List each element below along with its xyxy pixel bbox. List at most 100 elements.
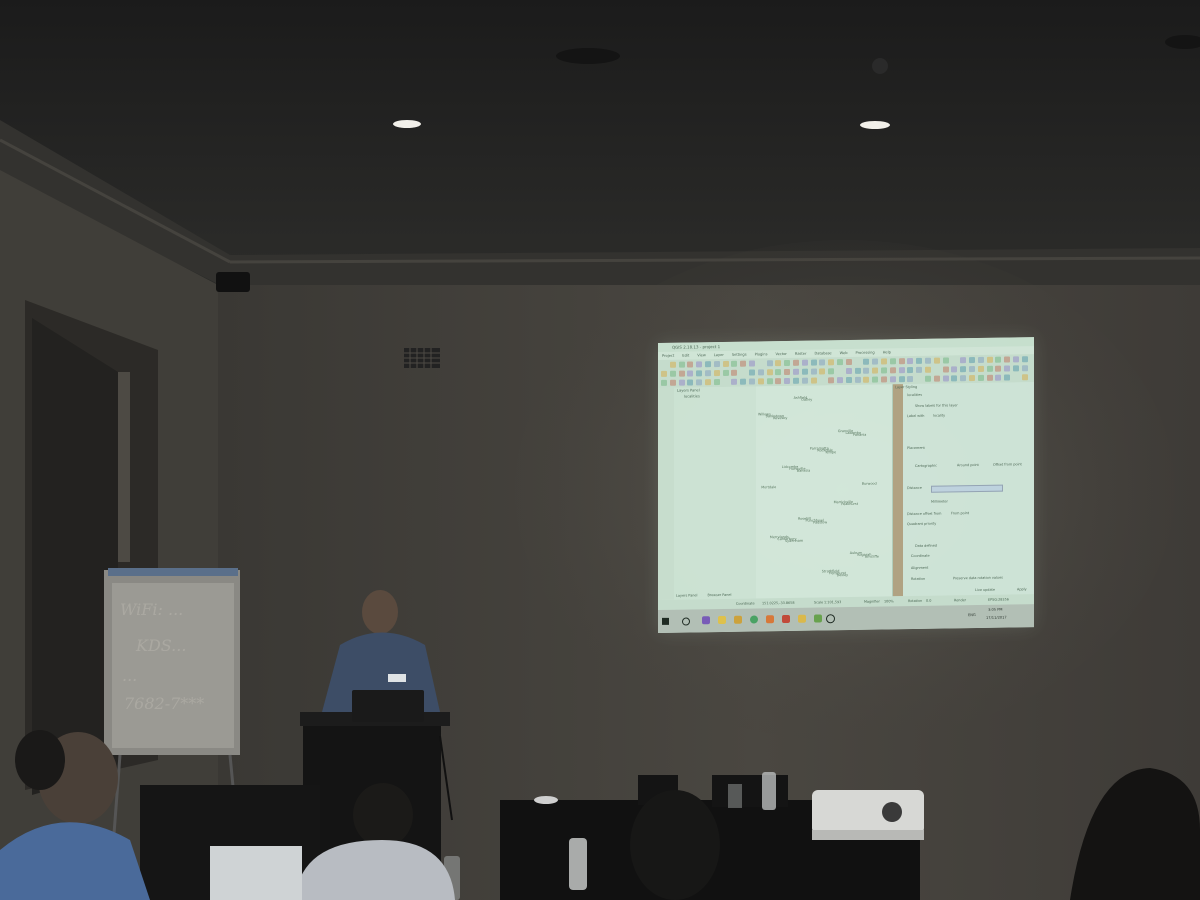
toolbar-tool-icon[interactable] — [678, 370, 685, 377]
tab-browser-panel[interactable]: Browser Panel — [707, 592, 732, 598]
toolbar-tool-icon[interactable] — [916, 366, 923, 373]
toolbar-tool-icon[interactable] — [819, 368, 826, 375]
toolbar-tool-icon[interactable] — [986, 356, 993, 363]
toolbar-tool-icon[interactable] — [766, 369, 773, 376]
toolbar-tool-icon[interactable] — [775, 369, 782, 376]
toolbar-tool-icon[interactable] — [995, 356, 1002, 363]
toolbar-tool-icon[interactable] — [696, 370, 703, 377]
toolbar-tool-icon[interactable] — [793, 377, 799, 384]
toolbar-tool-icon[interactable] — [678, 379, 685, 386]
distance-field[interactable] — [931, 484, 1003, 493]
toolbar-tool-icon[interactable] — [942, 366, 949, 373]
toolbar-tool-icon[interactable] — [942, 357, 949, 364]
taskbar-app-icon[interactable] — [782, 614, 790, 624]
toolbar-tool-icon[interactable] — [669, 361, 676, 368]
menu-item[interactable]: Web — [839, 351, 848, 356]
search-icon[interactable] — [682, 617, 690, 626]
toolbar-tool-icon[interactable] — [801, 359, 808, 366]
toolbar-tool-icon[interactable] — [889, 376, 896, 383]
toolbar-tool-icon[interactable] — [881, 367, 887, 374]
toolbar-tool-icon[interactable] — [793, 368, 799, 375]
distance-from-select[interactable]: From point — [951, 511, 970, 516]
toolbar-tool-icon[interactable] — [810, 368, 817, 375]
clock-time[interactable]: 3:05 PM — [988, 607, 1003, 612]
toolbar-tool-icon[interactable] — [845, 376, 852, 384]
toolbar-tool-icon[interactable] — [995, 374, 1002, 381]
taskbar-app-icon[interactable] — [734, 615, 742, 624]
toolbar-tool-icon[interactable] — [960, 357, 967, 364]
toolbar-tool-icon[interactable] — [881, 358, 887, 365]
toolbar-tool-icon[interactable] — [969, 375, 975, 382]
toolbar-tool-icon[interactable] — [995, 365, 1002, 372]
toolbar-tool-icon[interactable] — [837, 359, 843, 366]
toolbar-tool-icon[interactable] — [705, 361, 711, 368]
label-field-select[interactable]: locality — [933, 413, 946, 418]
toolbar-tool-icon[interactable] — [661, 370, 667, 377]
toolbar-tool-icon[interactable] — [977, 374, 984, 381]
preserve-rotation-checkbox[interactable]: Preserve data rotation values — [953, 575, 1003, 581]
toolbar-tool-icon[interactable] — [1021, 365, 1028, 372]
taskbar-app-icon[interactable] — [798, 614, 806, 623]
toolbar-tool-icon[interactable] — [951, 366, 958, 373]
menu-item[interactable]: Project — [662, 353, 675, 358]
toolbar-tool-icon[interactable] — [1004, 356, 1011, 363]
toolbar-tool-icon[interactable] — [907, 366, 914, 374]
taskbar-app-icon[interactable] — [814, 614, 822, 623]
coordinate-status-value[interactable]: 151.0225,-33.8658 — [762, 600, 795, 606]
taskbar-app-icon[interactable] — [702, 616, 710, 625]
menu-item[interactable]: Edit — [682, 353, 690, 358]
toolbar-tool-icon[interactable] — [960, 375, 967, 382]
toolbar-tool-icon[interactable] — [731, 369, 738, 376]
toolbar-tool-icon[interactable] — [766, 378, 773, 385]
taskbar-app-icon[interactable] — [766, 615, 774, 624]
toolbar-tool-icon[interactable] — [898, 367, 905, 374]
toolbar-tool-icon[interactable] — [687, 361, 694, 368]
toolbar-tool-icon[interactable] — [810, 377, 817, 384]
menu-item[interactable]: Vector — [775, 351, 787, 357]
toolbar-tool-icon[interactable] — [669, 379, 676, 386]
toolbar-tool-icon[interactable] — [793, 359, 799, 366]
units-select[interactable]: Millimeter — [931, 499, 948, 504]
toolbar-tool-icon[interactable] — [969, 366, 975, 373]
taskbar-app-icon[interactable] — [718, 615, 726, 625]
toolbar-tool-icon[interactable] — [757, 378, 764, 385]
toolbar-tool-icon[interactable] — [933, 375, 940, 382]
apply-button[interactable]: Apply — [1017, 587, 1027, 592]
toolbar-tool-icon[interactable] — [1004, 365, 1011, 372]
toolbar-tool-icon[interactable] — [986, 374, 993, 381]
toolbar-tool-icon[interactable] — [872, 376, 879, 383]
toolbar-tool-icon[interactable] — [766, 360, 773, 367]
toolbar-tool-icon[interactable] — [749, 369, 755, 376]
toolbar-tool-icon[interactable] — [933, 357, 940, 364]
toolbar-tool-icon[interactable] — [898, 358, 905, 365]
toolbar-tool-icon[interactable] — [828, 377, 835, 384]
toolbar-tool-icon[interactable] — [1013, 365, 1019, 372]
style-layer-select[interactable]: localities — [907, 392, 922, 398]
toolbar-tool-icon[interactable] — [1021, 374, 1028, 381]
taskbar-app-icon[interactable] — [750, 615, 758, 624]
toolbar-tool-icon[interactable] — [828, 359, 835, 366]
placement-option[interactable]: Offset from point — [993, 462, 1022, 467]
toolbar-tool-icon[interactable] — [731, 360, 738, 367]
toolbar-tool-icon[interactable] — [960, 366, 967, 373]
gear-icon[interactable] — [826, 614, 835, 624]
map-canvas[interactable]: Willows Rosehill Granville Merrylands Parram… — [756, 384, 892, 599]
toolbar-tool-icon[interactable] — [669, 370, 676, 377]
menu-item[interactable]: Plugins — [754, 352, 768, 357]
toolbar-tool-icon[interactable] — [854, 367, 861, 374]
toolbar-tool-icon[interactable] — [801, 368, 808, 375]
toolbar-tool-icon[interactable] — [696, 379, 703, 386]
toolbar-tool-icon[interactable] — [749, 360, 755, 367]
placement-option[interactable]: Cartographic — [915, 463, 937, 468]
toolbar-tool-icon[interactable] — [925, 375, 931, 382]
clock-date[interactable]: 17/11/2017 — [986, 615, 1007, 620]
toolbar-tool-icon[interactable] — [705, 379, 711, 386]
toolbar-tool-icon[interactable] — [713, 361, 720, 368]
menu-item[interactable]: View — [697, 353, 706, 358]
toolbar-tool-icon[interactable] — [977, 356, 984, 363]
menu-item[interactable]: Settings — [731, 352, 747, 357]
toolbar-tool-icon[interactable] — [845, 367, 852, 375]
toolbar-tool-icon[interactable] — [705, 370, 711, 377]
toolbar-tool-icon[interactable] — [819, 359, 826, 366]
toolbar-tool-icon[interactable] — [687, 379, 694, 386]
